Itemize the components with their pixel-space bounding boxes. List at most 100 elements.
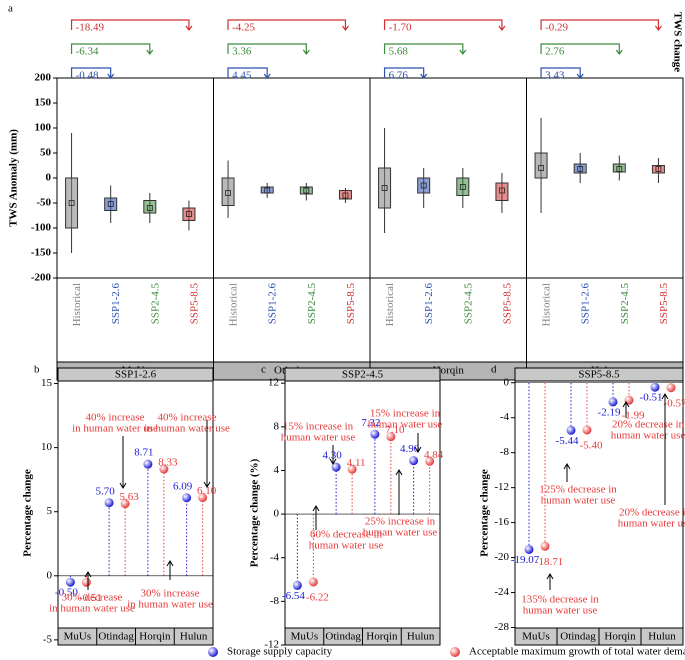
value-label: 4.90 bbox=[400, 443, 420, 455]
annotation: in human water use bbox=[49, 603, 135, 615]
category-label: MuUs bbox=[522, 631, 550, 643]
legend-label: Storage supply capacity bbox=[227, 646, 333, 658]
value-label: -19.07 bbox=[511, 554, 540, 566]
category-label: Historical bbox=[384, 283, 396, 326]
annotation: human water use bbox=[611, 430, 685, 442]
change-bracket bbox=[70, 43, 154, 55]
y-tick-label: 50 bbox=[40, 147, 52, 159]
value-label: 6.10 bbox=[197, 485, 217, 497]
mean-marker bbox=[186, 211, 192, 217]
mean-marker bbox=[420, 182, 427, 189]
annotation-arrow bbox=[661, 393, 669, 505]
box bbox=[417, 177, 431, 194]
annotation: human water use bbox=[309, 540, 384, 552]
panel-label: d bbox=[491, 364, 497, 376]
annotation: 135% decrease in bbox=[521, 594, 599, 606]
category-label: Hulun bbox=[180, 631, 208, 643]
value-label: -0.51 bbox=[79, 592, 102, 604]
change-axis-label: TWS change bbox=[671, 12, 683, 72]
panel-title: SSP1-2.6 bbox=[115, 369, 157, 381]
change-label: 3.43 bbox=[545, 70, 565, 82]
category-label: SSP1-2.6 bbox=[267, 283, 279, 325]
panel-title: SSP5-8.5 bbox=[578, 369, 620, 381]
change-bracket bbox=[383, 19, 506, 31]
point bbox=[540, 541, 550, 551]
point bbox=[65, 577, 75, 587]
value-label: 6.09 bbox=[173, 480, 193, 492]
annotation: 60% decrease in bbox=[310, 529, 383, 541]
y-tick-label: 10 bbox=[41, 441, 53, 453]
box bbox=[182, 207, 196, 221]
category-label: Horqin bbox=[366, 631, 398, 643]
point bbox=[666, 383, 676, 393]
panel-title: SSP2-4.5 bbox=[342, 369, 384, 381]
change-label: -1.70 bbox=[389, 22, 412, 34]
value-label: -1.99 bbox=[622, 410, 645, 422]
mean-marker bbox=[303, 187, 310, 194]
annotation-arrow bbox=[622, 401, 630, 418]
category-label: SSP2-4.5 bbox=[149, 283, 161, 325]
mean-marker bbox=[655, 166, 662, 172]
box bbox=[221, 177, 235, 206]
annotation-arrow bbox=[166, 560, 174, 580]
value-label: 4.30 bbox=[323, 450, 343, 462]
value-label: -5.40 bbox=[580, 439, 603, 451]
point bbox=[409, 456, 419, 466]
point bbox=[198, 493, 208, 503]
annotation: 40% increase bbox=[86, 412, 145, 424]
change-bracket bbox=[540, 19, 662, 31]
value-label: 7.32 bbox=[361, 417, 380, 429]
category-label: Otindag bbox=[98, 631, 134, 643]
mean-marker bbox=[499, 187, 505, 194]
change-label: -0.48 bbox=[76, 70, 99, 82]
y-tick-label: -20 bbox=[494, 551, 509, 563]
category-label: SSP5-8.5 bbox=[501, 283, 513, 325]
value-label: -2.19 bbox=[598, 406, 621, 418]
value-label: 4.84 bbox=[424, 449, 444, 461]
point bbox=[104, 498, 114, 508]
change-label: -0.29 bbox=[545, 22, 568, 34]
change-label: -4.25 bbox=[232, 22, 255, 34]
category-label: Historical bbox=[541, 283, 553, 326]
y-tick-label: 5 bbox=[47, 505, 53, 517]
annotation: human water use bbox=[281, 432, 356, 444]
annotation: in human water use bbox=[144, 423, 230, 435]
y-tick-label: -5 bbox=[43, 633, 53, 645]
category-label: Otindag bbox=[325, 631, 361, 643]
point bbox=[143, 459, 153, 469]
category-label: SSP1-2.6 bbox=[580, 283, 592, 325]
point bbox=[159, 464, 169, 474]
value-label: -18.71 bbox=[535, 556, 563, 568]
y-tick-label: 8 bbox=[274, 420, 280, 432]
category-label: Hulun bbox=[407, 631, 435, 643]
change-bracket bbox=[70, 67, 115, 79]
category-label: Hulun bbox=[648, 631, 676, 643]
category-label: Horqin bbox=[139, 631, 171, 643]
annotation: 20% decrease in bbox=[619, 507, 685, 519]
y-tick-label: 0 bbox=[274, 508, 280, 520]
y-tick-label: 4 bbox=[274, 464, 280, 476]
y-axis-label: TWS Anomaly (mm) bbox=[8, 129, 20, 227]
category-label: Horqin bbox=[604, 631, 636, 643]
value-label: -0.57 bbox=[664, 397, 685, 409]
annotation: in human water use bbox=[72, 423, 158, 435]
y-tick-label: 12 bbox=[268, 377, 279, 389]
legend-label: Acceptable maximum growth of total water… bbox=[469, 646, 685, 658]
annotation-arrow bbox=[546, 573, 554, 590]
box bbox=[299, 186, 313, 195]
y-tick-label: 0 bbox=[46, 172, 52, 184]
y-axis-label: Percentage change bbox=[479, 469, 491, 557]
annotation: 30% decrease bbox=[62, 592, 123, 604]
legend-marker bbox=[450, 647, 460, 657]
annotation-arrow bbox=[395, 469, 403, 515]
y-tick-label: -8 bbox=[270, 595, 280, 607]
point bbox=[347, 464, 357, 474]
category-label: Otindag bbox=[560, 631, 596, 643]
annotation: 30% increase bbox=[141, 588, 200, 600]
panel-label: b bbox=[34, 364, 40, 376]
box bbox=[651, 165, 665, 174]
change-bracket bbox=[540, 43, 623, 55]
mean-marker bbox=[577, 166, 584, 172]
box bbox=[456, 177, 470, 196]
mean-marker bbox=[342, 192, 349, 199]
